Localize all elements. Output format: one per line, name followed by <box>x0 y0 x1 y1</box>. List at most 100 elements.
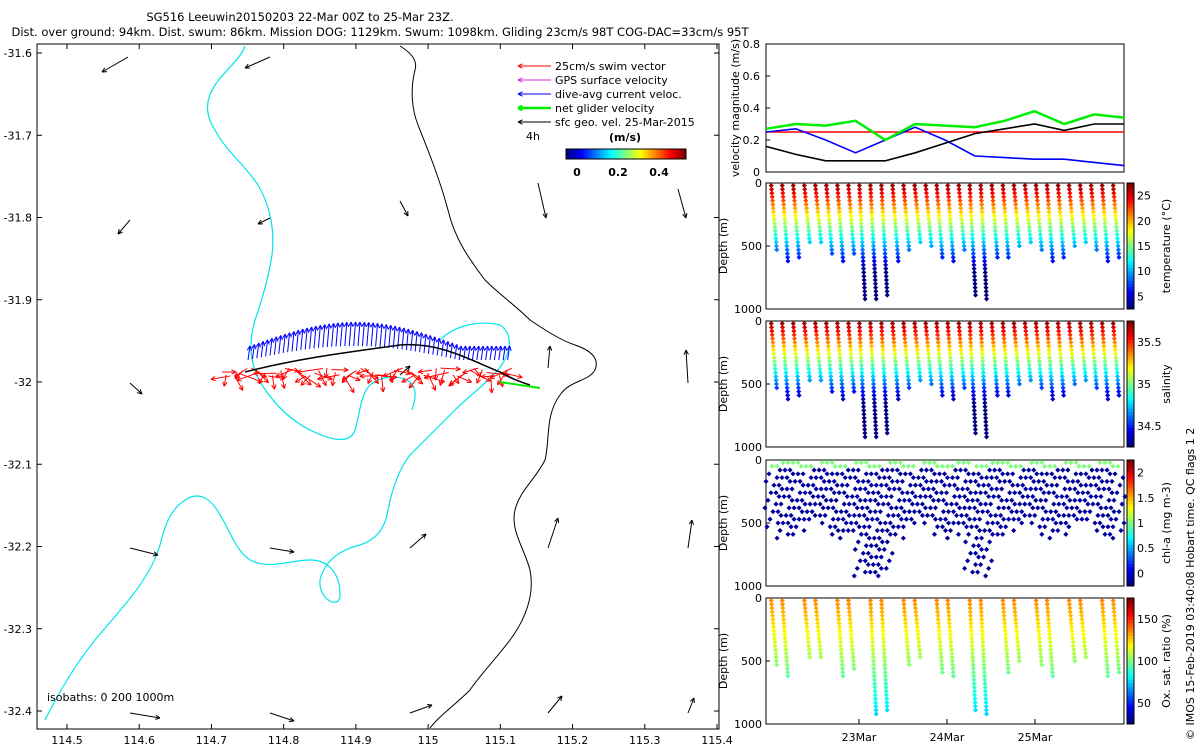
profile-point <box>793 351 799 357</box>
profile-point <box>1068 205 1074 211</box>
profile-point <box>1052 475 1058 481</box>
profile-point <box>972 703 978 709</box>
profile-point <box>808 475 814 481</box>
swim-arrow <box>359 374 386 377</box>
profile-point <box>783 377 790 383</box>
geostrophic-arrow <box>687 519 693 549</box>
profile-point <box>1037 639 1043 645</box>
profile-colorbar-cell <box>1127 412 1134 416</box>
map-panel: 114.5 114.6 114.7 114.8 114.9 115 115.1 115.2 11… <box>4 43 733 747</box>
profile-point <box>901 324 907 330</box>
profile-colorbar-cell <box>1127 198 1134 203</box>
swim-arrow-head <box>455 368 461 372</box>
profile-point <box>923 320 929 327</box>
profile-point <box>783 370 789 376</box>
profile-point <box>855 467 861 473</box>
profile-point <box>972 426 978 432</box>
profile-colorbar-tick: 2 <box>1137 467 1144 480</box>
profile-point <box>895 512 901 518</box>
profile-point <box>869 639 876 645</box>
profile-point <box>902 471 908 477</box>
profile-point <box>873 288 879 294</box>
profile-point <box>1055 182 1061 189</box>
profile-point <box>1085 490 1091 496</box>
map-colorbar-cell <box>632 149 635 159</box>
profile-point <box>781 628 788 634</box>
profile-point <box>815 213 821 219</box>
swim-arrow-head <box>367 380 373 384</box>
profile-point <box>890 332 896 338</box>
legend-arrow-head <box>517 121 523 125</box>
swim-arrow-head <box>231 369 237 373</box>
swim-arrow <box>234 368 248 377</box>
profile-point <box>1114 639 1120 645</box>
profile-point <box>787 467 793 473</box>
dac-arrow-head <box>319 325 323 331</box>
profile-point <box>1099 182 1105 189</box>
profile-point <box>1058 354 1064 361</box>
profile-colorbar-cell <box>1127 635 1134 640</box>
profile-point <box>870 381 877 387</box>
profile-colorbar-cell <box>1127 217 1134 222</box>
dac-arrow <box>335 322 339 347</box>
profile-point <box>1040 516 1046 522</box>
profile-point <box>1012 328 1018 334</box>
profile-point <box>985 520 991 526</box>
profile-point <box>861 407 867 414</box>
swim-arrow <box>497 369 509 385</box>
profile-point <box>884 467 890 473</box>
profile-point <box>791 324 797 330</box>
geostrophic-arrow-head <box>153 554 159 557</box>
legend-arrow-head <box>517 79 523 83</box>
profile-point <box>1049 482 1055 488</box>
swim-arrow <box>476 369 483 384</box>
swim-arrow-head <box>480 373 486 378</box>
profile-point <box>792 209 798 215</box>
profile-point <box>903 628 909 634</box>
profile-point <box>984 711 990 717</box>
swim-arrow <box>381 375 384 393</box>
profile-point <box>1035 620 1041 626</box>
profile-point <box>816 220 822 226</box>
profile-point <box>782 216 788 223</box>
swim-arrow-head <box>236 379 242 382</box>
profile-point <box>1080 628 1086 634</box>
profile-point <box>817 643 823 649</box>
profile-point <box>1010 471 1016 477</box>
profile-point <box>1002 216 1009 223</box>
profile-point <box>1093 381 1099 387</box>
profile-point <box>1061 392 1067 398</box>
profile-point <box>961 459 967 466</box>
profile-y-tick-label: 1000 <box>734 303 762 316</box>
profile-point <box>958 213 964 219</box>
profile-point <box>1097 520 1103 526</box>
dac-arrow-head <box>289 332 292 338</box>
profile-point <box>1112 209 1118 215</box>
profile-point <box>850 528 856 534</box>
profile-point <box>794 362 800 368</box>
profile-point <box>989 328 995 334</box>
profile-colorbar-cell <box>1127 343 1134 347</box>
profile-point <box>1038 650 1044 656</box>
profile-colorbar-cell <box>1127 560 1134 565</box>
profile-point <box>1029 520 1035 526</box>
map-colorbar-cell <box>644 149 647 159</box>
dac-arrow <box>269 338 273 356</box>
profile-point <box>1104 467 1110 473</box>
profile-colorbar-cell <box>1127 598 1134 602</box>
profile-point <box>1046 205 1052 211</box>
profile-point <box>850 658 856 664</box>
profile-point <box>835 605 841 611</box>
geostrophic-arrow <box>117 219 131 235</box>
profile-point <box>1082 497 1088 503</box>
profile-point <box>1055 186 1061 192</box>
profile-point <box>805 216 811 223</box>
map-colorbar-cell <box>640 149 643 159</box>
profile-point <box>936 631 942 638</box>
map-colorbar-cell <box>620 149 623 159</box>
dac-arrow-head <box>357 321 361 327</box>
dac-arrow-head <box>255 342 260 348</box>
profile-point <box>899 490 905 496</box>
profile-point <box>1071 235 1077 241</box>
profile-point <box>1038 654 1044 660</box>
